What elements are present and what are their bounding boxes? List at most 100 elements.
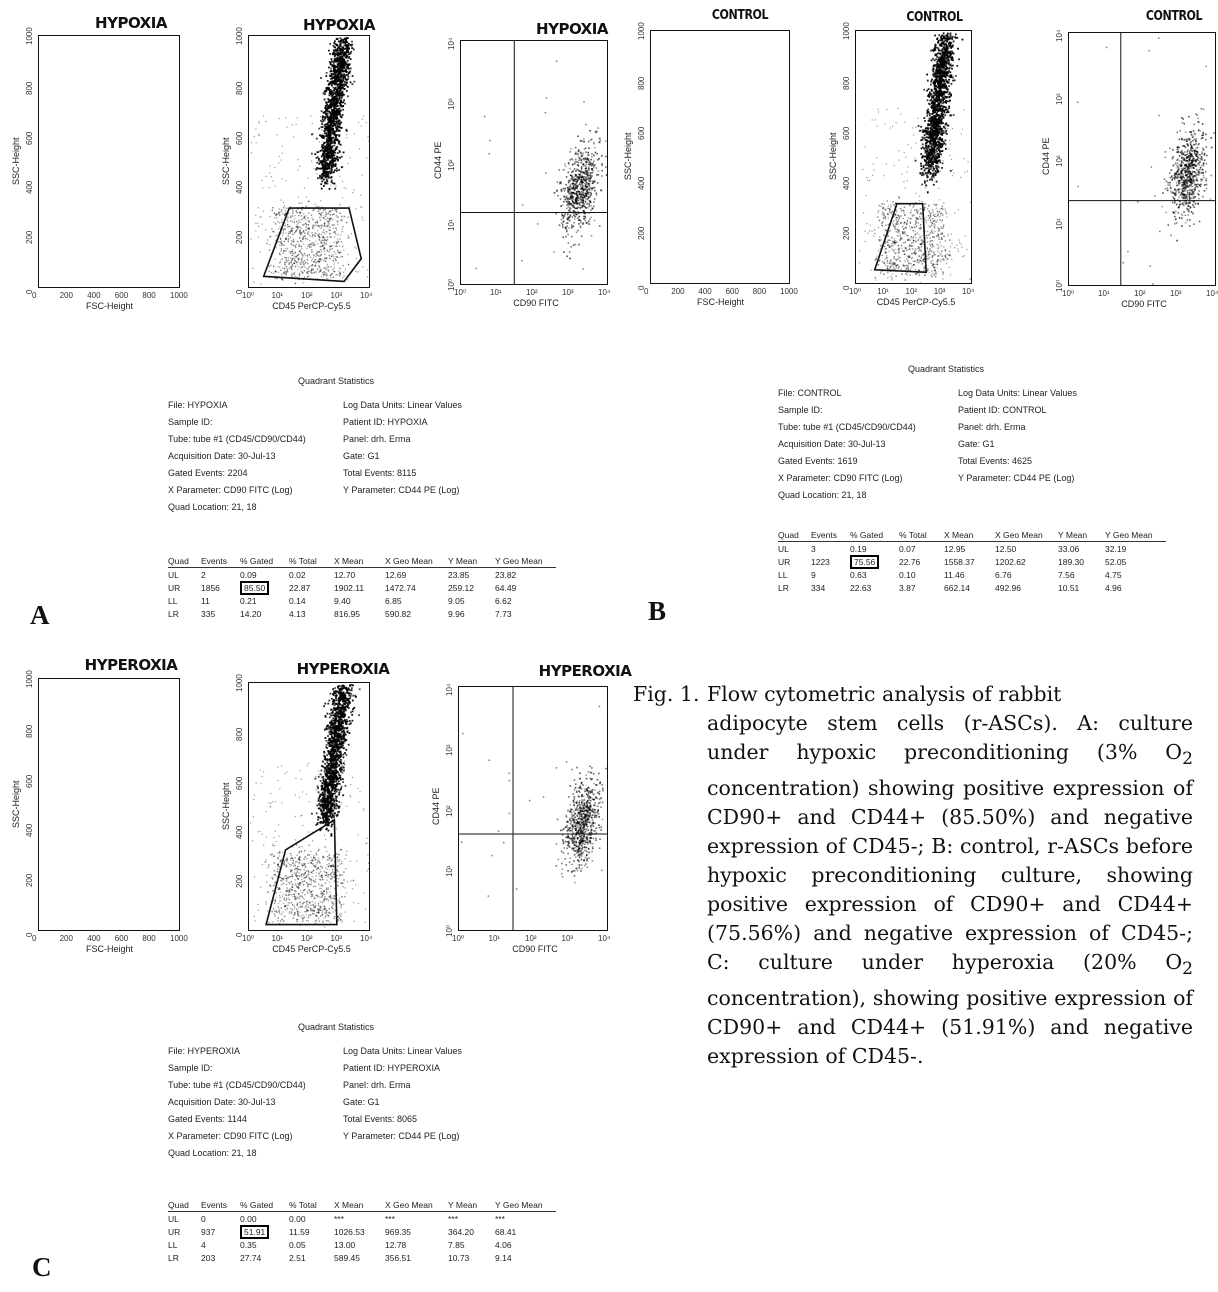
table-cell: 7.85 [448,1238,495,1251]
table-header: Y Geo Mean [495,1200,556,1212]
panel-letter-c: C [32,1252,52,1283]
quadrant-statistics-a: Quadrant Statistics File: HYPOXIA Sample… [168,376,568,646]
table-cell: UL [168,568,201,582]
table-cell: LL [168,594,201,607]
table-cell: 1026.53 [334,1225,385,1238]
stats-line: Acquisition Date: 30-Jul-13 [168,451,276,461]
y-axis-label: SSC-Height [221,137,231,185]
figure-caption: Fig. 1.Flow cytometric analysis of rabbi… [633,680,1193,1071]
table-cell: 14.20 [240,607,289,620]
y-axis-label: CD44 PE [433,141,443,179]
table-cell: 4.96 [1105,581,1166,594]
x-tick-label: 10¹ [490,288,502,297]
x-axis-label: CD90 FITC [513,298,559,308]
table-cell: 590.82 [385,607,448,620]
table-cell: 189.30 [1058,555,1105,568]
y-tick-label: 400 [25,181,34,194]
table-header: Y Mean [448,556,495,568]
table-cell: 6.85 [385,594,448,607]
plot-title: HYPEROXIA [490,662,680,680]
table-header: Events [201,1200,240,1212]
table-cell: 6.62 [495,594,556,607]
y-tick-label: 800 [637,77,646,90]
y-axis-label: SSC-Height [221,782,231,830]
plot-title: HYPEROXIA [262,660,424,678]
scatter-points [856,31,972,284]
y-tick-label: 200 [235,875,244,888]
table-cell: 0.05 [289,1238,334,1251]
x-axis-label: FSC-Height [86,301,133,311]
y-tick-label: 800 [235,728,244,741]
table-cell: 4 [201,1238,240,1251]
table-cell: 2 [201,568,240,582]
y-tick-label: 600 [842,127,851,140]
scatter-points [651,31,790,284]
table-cell: 0.09 [240,568,289,582]
x-tick-label: 10⁴ [360,934,372,943]
plot-title: HYPOXIA [258,16,420,34]
plot-title: CONTROL [868,10,1001,25]
y-tick-label: 400 [637,177,646,190]
table-cell: 33.06 [1058,542,1105,556]
scatter-plot-c2 [248,682,370,931]
table-cell: 1856 [201,581,240,594]
x-tick-label: 400 [87,291,100,300]
x-tick-label: 200 [60,291,73,300]
stats-line: Sample ID: [168,1063,213,1073]
x-tick-label: 10⁴ [1206,289,1218,298]
y-tick-label: 1000 [842,22,851,40]
table-cell: 364.20 [448,1225,495,1238]
quadrant-statistics-c: Quadrant Statistics File: HYPEROXIA Samp… [168,1022,568,1292]
table-cell: 9.96 [448,607,495,620]
y-tick-label: 0 [25,290,34,294]
x-tick-label: 1000 [170,291,188,300]
highlighted-value: 85.50 [240,581,269,595]
stats-line: Tube: tube #1 (CD45/CD90/CD44) [778,422,916,432]
y-tick-label: 10³ [447,99,456,111]
stats-line: Patient ID: HYPOXIA [343,417,428,427]
table-cell: 10.51 [1058,581,1105,594]
stats-line: Y Parameter: CD44 PE (Log) [343,1131,459,1141]
x-tick-label: 10³ [934,287,946,296]
stats-line: Acquisition Date: 30-Jul-13 [778,439,886,449]
caption-subscript: 2 [1182,959,1193,979]
stats-line: Patient ID: HYPEROXIA [343,1063,440,1073]
x-tick-label: 10² [301,934,313,943]
y-tick-label: 10⁴ [1055,30,1064,42]
table-cell: 12.95 [944,542,995,556]
x-tick-label: 800 [142,934,155,943]
y-tick-label: 10⁰ [1055,280,1064,292]
y-tick-label: 10² [447,159,456,171]
table-cell: 13.00 [334,1238,385,1251]
table-cell: 11.59 [289,1225,334,1238]
table-header: % Total [289,1200,334,1212]
table-cell: 259.12 [448,581,495,594]
scatter-points [249,36,370,288]
stats-line: Tube: tube #1 (CD45/CD90/CD44) [168,434,306,444]
y-tick-label: 10⁴ [447,38,456,50]
table-header: Events [201,556,240,568]
scatter-points [39,679,180,931]
x-tick-label: 1000 [170,934,188,943]
stats-line: Gate: G1 [343,1097,380,1107]
x-tick-label: 10² [1134,289,1146,298]
table-header: Quad [168,556,201,568]
y-tick-label: 0 [25,933,34,937]
plot-title: CONTROL [664,8,817,23]
y-tick-label: 800 [25,724,34,737]
table-cell: 3.87 [899,581,944,594]
stats-line: Panel: drh. Erma [343,434,411,444]
y-tick-label: 1000 [637,22,646,40]
plot-title: HYPOXIA [40,14,222,32]
table-header: Y Mean [1058,530,1105,542]
table-cell: 334 [811,581,850,594]
stats-title: Quadrant Statistics [298,376,374,386]
y-tick-label: 200 [25,874,34,887]
x-tick-label: 10⁴ [360,291,372,300]
table-cell: 4.13 [289,607,334,620]
x-tick-label: 600 [726,287,739,296]
y-tick-label: 10⁰ [447,279,456,291]
table-cell: 0.63 [850,568,899,581]
